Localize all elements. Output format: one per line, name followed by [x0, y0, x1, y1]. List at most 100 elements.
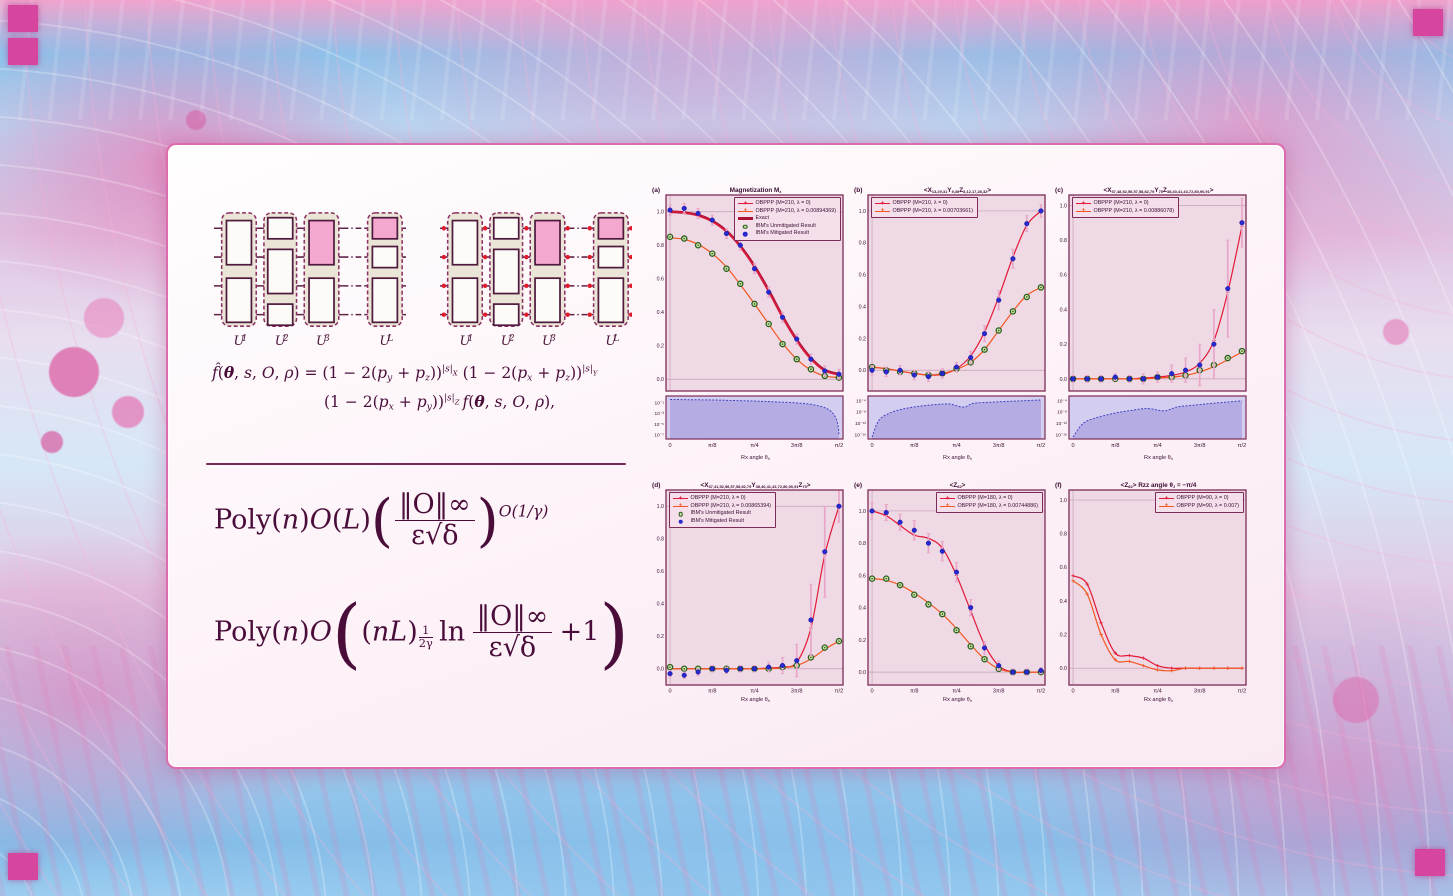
x-tick-label: π/4 [1153, 443, 1162, 449]
legend-item: + OBPPP (M=210, λ = 0.00886078) [1076, 207, 1175, 216]
swatch-line [1158, 505, 1174, 508]
legend-label: IBM's Mitigated Result [755, 230, 809, 237]
swatch-line [737, 210, 753, 213]
pauli-sample-dot [587, 312, 592, 317]
dot-marker [1070, 376, 1076, 382]
inset-y-tick-label: 10⁻³ [655, 411, 665, 417]
y-tick-label: 0.4 [859, 606, 866, 612]
plot-svg: 0.0 0.2 0.4 0.6 0.8 1.0 0 π/8 π/4 3π/8 π/2 [859, 489, 1046, 695]
plus-icon: + [678, 502, 683, 510]
open-circle-center [753, 303, 756, 305]
dot-marker [1126, 376, 1133, 382]
dot-marker [883, 510, 889, 516]
panel-header: (e) <Z62> [854, 482, 1047, 490]
dot-marker [766, 289, 772, 295]
legend-label: OBPPP (M=210, λ = 0.00886078) [1093, 207, 1175, 214]
legend-label: OBPPP (M=90, λ = 0.007) [1176, 502, 1239, 509]
y-tick-label: 1.0 [859, 209, 866, 215]
open-circle-center [767, 323, 770, 325]
y-tick-label: 0.8 [859, 241, 866, 247]
legend-swatch [738, 231, 753, 238]
panel-title: <Z62> Rzz angle θJ = −π/4 [1120, 482, 1197, 489]
panel-header: (f) <Z62> Rzz angle θJ = −π/4 [1055, 482, 1248, 490]
plus-marker [1240, 666, 1244, 670]
x-axis-label: Rx angle θh [943, 455, 972, 461]
legend: + OBPPP (M=210, λ = 0) + OBPPP (M=210, λ = … [1072, 197, 1180, 219]
open-circle-center [725, 267, 728, 270]
dot-marker [981, 331, 988, 337]
dot-marker [751, 666, 758, 672]
open-circle-center [1040, 286, 1042, 289]
y-tick-label: 0.2 [859, 638, 866, 644]
dot-marker [939, 370, 945, 377]
x-tick-label: π/8 [1111, 443, 1120, 449]
gate [371, 245, 399, 269]
dot-marker [822, 549, 828, 555]
swatch-line [875, 210, 890, 213]
equation-sampling-complexity: Poly(n)O(L)(‖O‖∞ ε√δ)O(1/γ) [214, 487, 549, 554]
dot-marker [1211, 341, 1217, 347]
dot-marker [808, 356, 814, 362]
pauli-sample-dot [628, 226, 632, 231]
x-tick-label: π/8 [708, 689, 717, 695]
plot-svg: 0.0 0.2 0.4 0.6 0.8 1.0 [1060, 194, 1247, 392]
gate [225, 277, 253, 324]
panel-letter: (a) [652, 187, 661, 194]
plot-wrapper: 0.0 0.2 0.4 0.6 0.8 1.0 + OBPPP (M=210, λ = 0) +… [652, 194, 845, 392]
dot-marker [695, 669, 701, 675]
inset-svg: 10⁻⁴ 10⁻⁸ 10⁻¹² 10⁻¹⁶ 0 π/8 π/4 3π/8 π/2 [855, 395, 1046, 449]
plus-marker [1155, 668, 1160, 672]
equation-fhat-line2: (1 − 2(px + py))|s|Z f(θ, s, O, ρ), [324, 391, 556, 413]
legend-item: + OBPPP (M=210, λ = 0) [737, 200, 836, 208]
dot-marker [836, 503, 842, 509]
dot-marker [1197, 362, 1203, 368]
pauli-sample-dot [482, 312, 488, 317]
inset-curve [871, 399, 1041, 438]
swatch-line [875, 203, 890, 205]
legend: + OBPPP (M=180, λ = 0) + OBPPP (M=180, λ = … [935, 492, 1043, 514]
legend-label: OBPPP (M=210, λ = 0) [1093, 200, 1149, 206]
dot-marker [667, 671, 673, 677]
equation-time-complexity: Poly(n)O((nL) 1 2γ ln ‖O‖∞ ε√δ +1) [214, 588, 629, 677]
corner-square [8, 38, 38, 65]
circuit-svg [214, 212, 406, 327]
corner-square [8, 5, 38, 32]
inset-curve [1072, 400, 1242, 438]
legend-swatch [737, 215, 753, 222]
swatch-line [1158, 498, 1174, 500]
panel-header: (b) <X13,29,31Y9,30Z8,12,17,28,32> [854, 187, 1047, 195]
open-circle-center [739, 282, 742, 285]
plus-icon: + [1164, 502, 1169, 510]
panel-letter: (f) [1055, 482, 1062, 489]
results-figure-grid: (a) Magnetization Mz 0.0 0.2 0.4 0.6 0.8 1.0 + OB… [650, 187, 1254, 717]
open-circle-center [838, 640, 840, 642]
plus-icon: + [1081, 207, 1086, 215]
dot-marker [968, 605, 974, 611]
plus-marker [1085, 582, 1089, 586]
open-circle-center [1025, 296, 1028, 298]
pauli-sample-dot [565, 312, 570, 317]
inset-frame [665, 395, 844, 440]
panel-header: (a) Magnetization Mz [652, 187, 845, 195]
open-circle-center [823, 646, 826, 649]
x-tick-label: 3π/8 [993, 443, 1005, 449]
dot-marker [723, 230, 730, 237]
pauli-sample-dot [524, 283, 529, 289]
open-circle-center [711, 252, 714, 255]
x-tick-label: 0 [1071, 443, 1074, 449]
legend-item: + OBPPP (M=180, λ = 0.00744886) [939, 502, 1038, 511]
x-tick-label: π/8 [1111, 689, 1120, 695]
legend-swatch: + [737, 207, 753, 215]
gate [534, 277, 561, 324]
inset-svg: 10⁻¹ 10⁻³ 10⁻⁵ 10⁻⁷ 0 π/8 π/4 3π/8 π/2 [654, 395, 844, 449]
legend-swatch: + [737, 200, 753, 207]
swatch-line [737, 203, 753, 205]
inset-y-tick-label: 10⁻¹⁶ [855, 432, 866, 438]
inset-y-tick-label: 10⁻¹ [655, 401, 665, 407]
dot-marker [1010, 669, 1016, 675]
inset-y-tick-label: 10⁻⁵ [654, 422, 664, 428]
plus-marker [1099, 632, 1103, 637]
legend-label: OBPPP (M=210, λ = 0) [755, 200, 811, 206]
